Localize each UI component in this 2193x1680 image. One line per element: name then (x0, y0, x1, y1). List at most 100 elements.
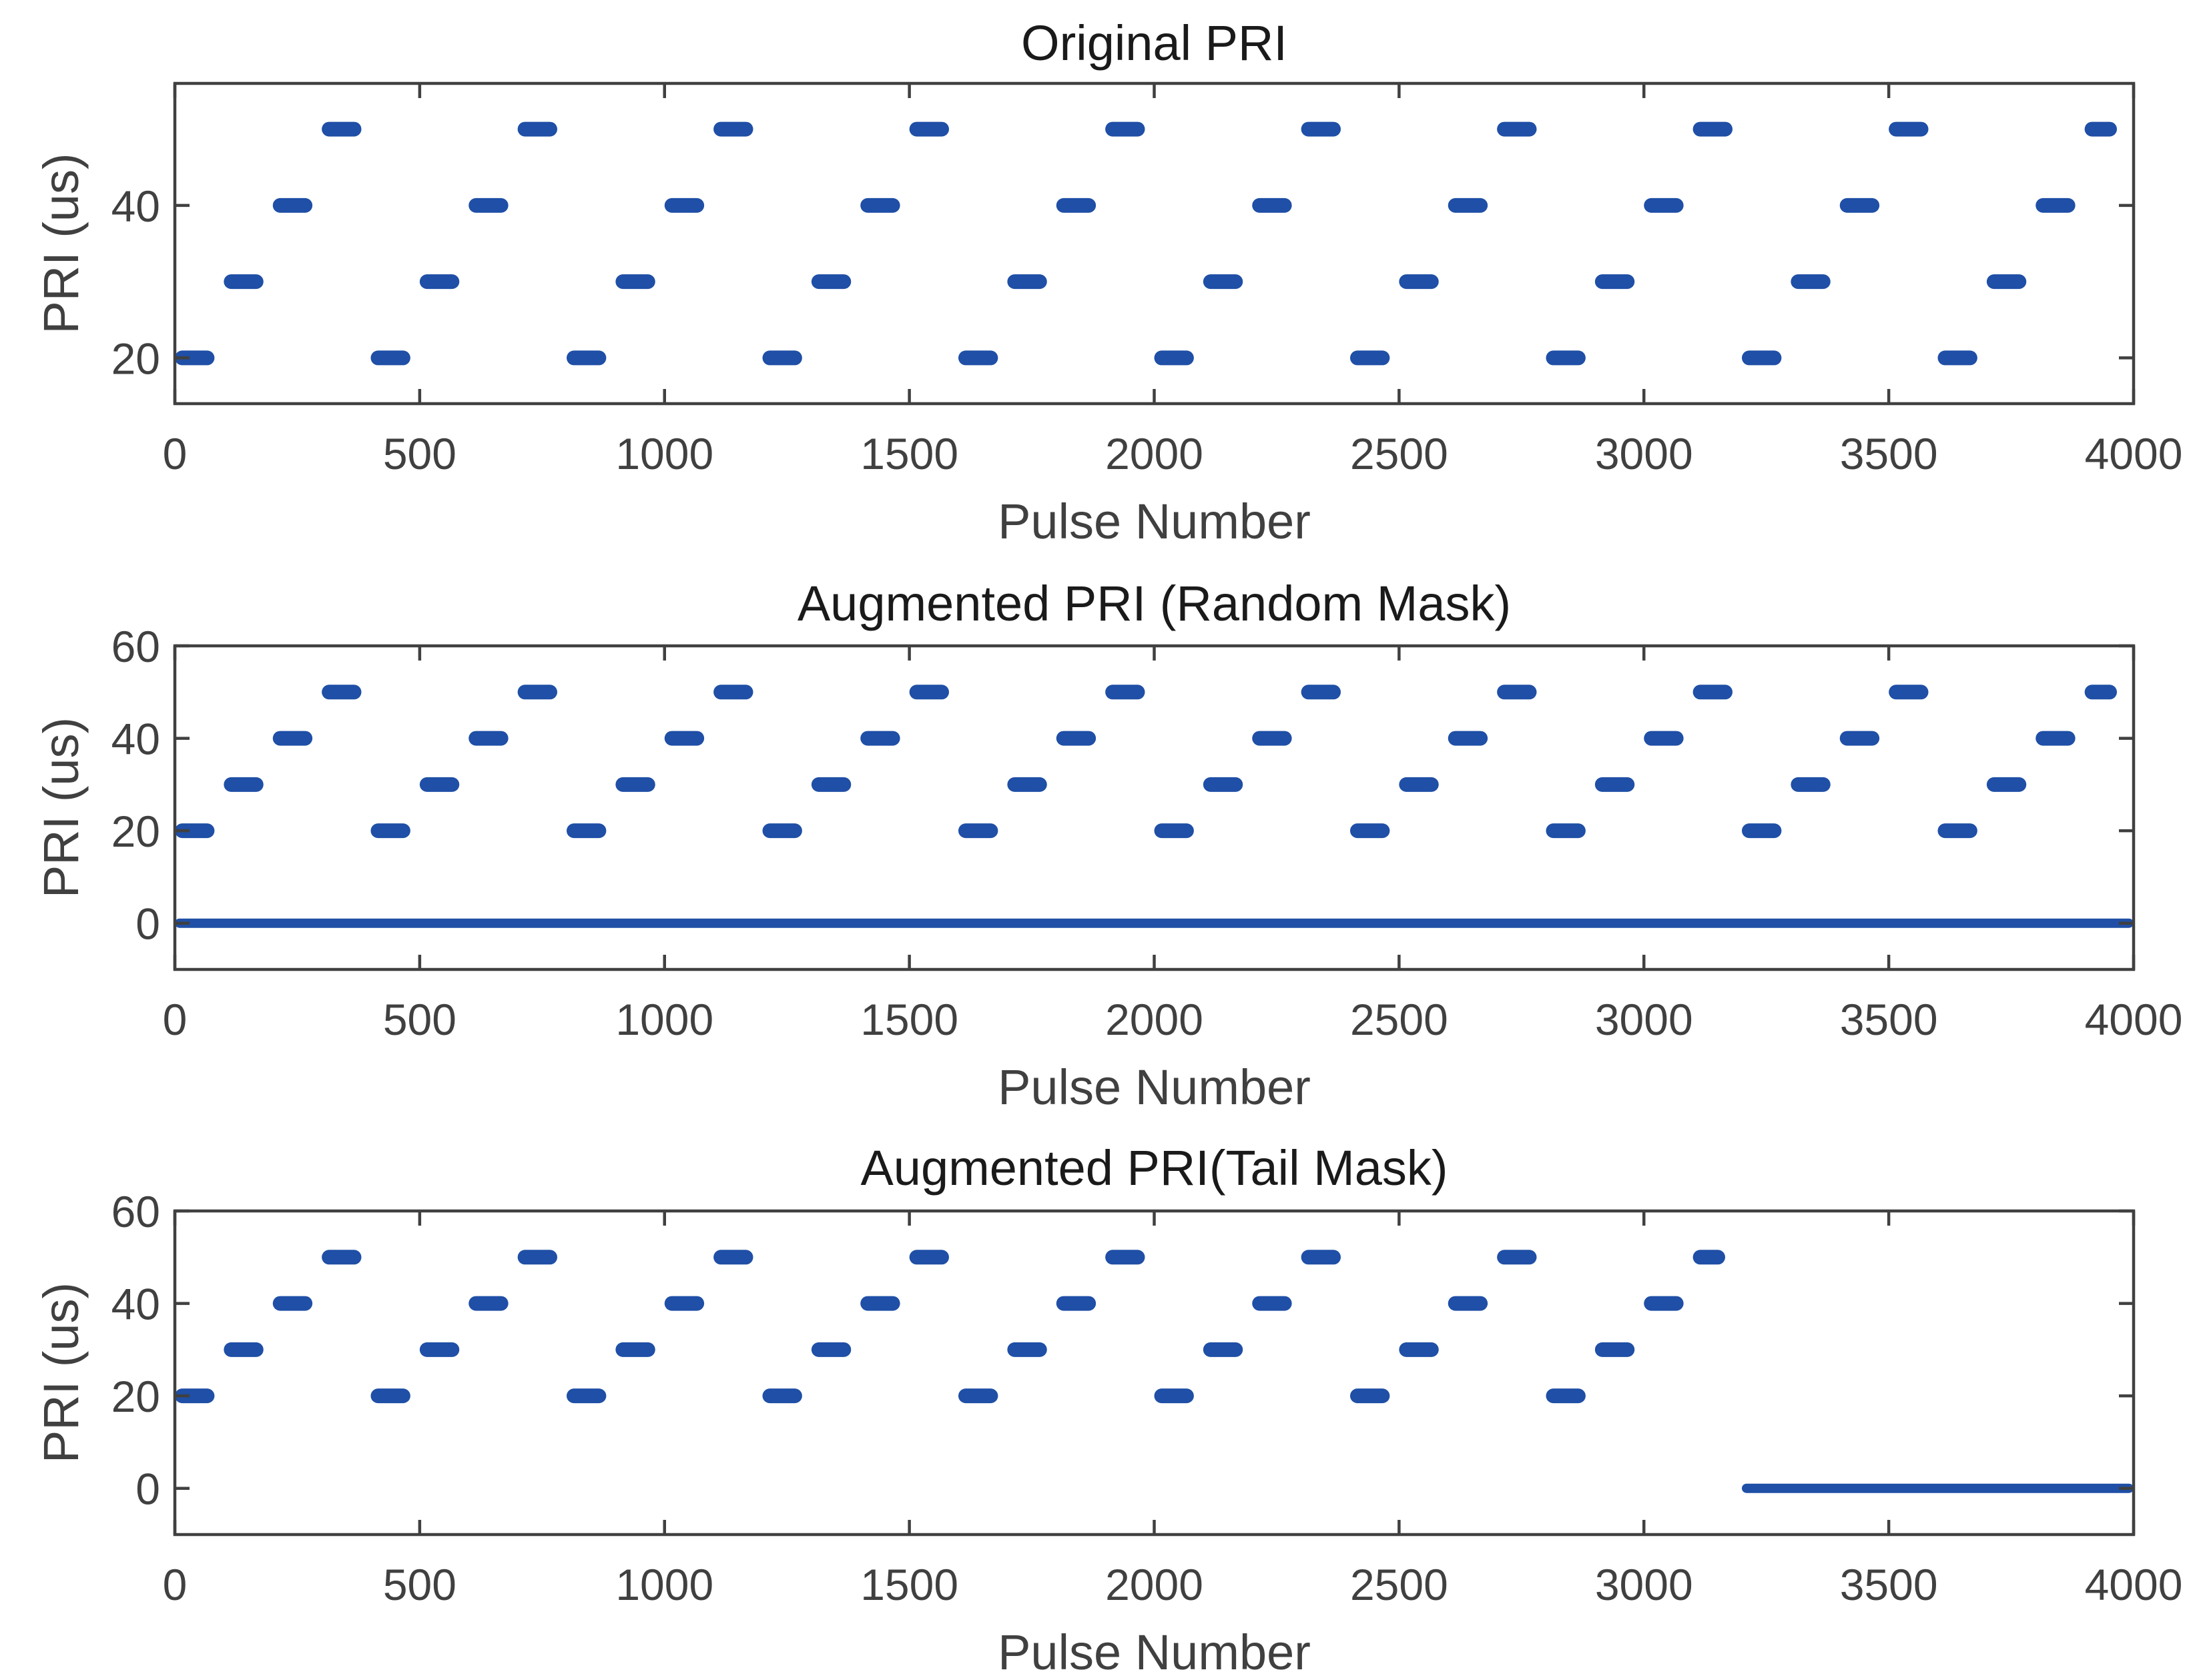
data-segment (762, 350, 802, 366)
data-segment (1154, 823, 1194, 839)
x-tick-label: 1000 (615, 995, 713, 1044)
data-segment (811, 1342, 852, 1357)
x-axis-label: Pulse Number (998, 494, 1311, 549)
data-segment (2035, 197, 2076, 213)
data-segment (1791, 274, 1831, 290)
x-tick-label: 4000 (2085, 429, 2183, 478)
x-tick-label: 1000 (615, 1560, 713, 1609)
x-tick-label: 2500 (1350, 995, 1448, 1044)
data-segment (1546, 1388, 1586, 1404)
x-tick-label: 0 (163, 1560, 188, 1609)
x-tick-label: 0 (163, 995, 188, 1044)
x-axis-label: Pulse Number (998, 1060, 1311, 1115)
data-segment (1252, 731, 1292, 746)
data-segment (1546, 350, 1586, 366)
data-segment (2035, 731, 2076, 746)
data-segment (419, 274, 460, 290)
x-tick-label: 3000 (1595, 1560, 1693, 1609)
data-segment (517, 685, 558, 700)
data-segment (322, 685, 362, 700)
data-segment (1203, 777, 1243, 792)
data-segment (1594, 274, 1635, 290)
data-segment (1154, 1388, 1194, 1404)
data-segment (272, 1296, 313, 1311)
data-segment (1056, 1296, 1096, 1311)
data-segment (1742, 350, 1782, 366)
data-segment (567, 823, 607, 839)
data-segment (1742, 823, 1782, 839)
data-segment (713, 1250, 753, 1265)
x-tick-label: 0 (163, 429, 188, 478)
data-segment (1105, 685, 1145, 700)
data-segment (1692, 685, 1733, 700)
chart-panel-random-mask: Augmented PRI (Random Mask) PRI (us) Pul… (33, 576, 2182, 1115)
x-tick-label: 3000 (1595, 429, 1693, 478)
data-segment (1937, 350, 1977, 366)
x-tick-label: 4000 (2085, 1560, 2183, 1609)
x-tick-label: 2000 (1105, 429, 1203, 478)
x-tick-label: 1500 (860, 995, 958, 1044)
data-segment (1007, 274, 1047, 290)
data-segment (811, 777, 852, 792)
data-segment (664, 731, 705, 746)
data-segment (713, 685, 753, 700)
data-segment (762, 823, 802, 839)
data-segment (1056, 197, 1096, 213)
data-segment (1889, 685, 1929, 700)
y-tick-label: 40 (111, 1280, 160, 1329)
data-segment (175, 350, 215, 366)
data-segment (1791, 777, 1831, 792)
data-segment (1399, 274, 1439, 290)
data-segment (322, 1250, 362, 1265)
x-tick-label: 3000 (1595, 995, 1693, 1044)
data-segment (762, 1388, 802, 1404)
data-segment (1203, 274, 1243, 290)
y-tick-label: 60 (111, 1187, 160, 1236)
data-segment (1301, 685, 1341, 700)
data-segment (272, 197, 313, 213)
data-segment (1154, 350, 1194, 366)
data-segment (1644, 197, 1684, 213)
chart-panel-tail-mask: Augmented PRI(Tail Mask) PRI (us) Pulse … (33, 1140, 2182, 1680)
data-segment (468, 1296, 509, 1311)
data-segment (1839, 197, 1880, 213)
x-tick-label: 1500 (860, 1560, 958, 1609)
chart-title: Augmented PRI(Tail Mask) (860, 1140, 1448, 1196)
data-segment (1692, 121, 1733, 137)
x-tick-label: 2000 (1105, 995, 1203, 1044)
data-segment (1252, 1296, 1292, 1311)
data-markers (175, 1250, 2134, 1493)
data-segment (2084, 121, 2117, 137)
data-segment (468, 731, 509, 746)
data-segment (1839, 731, 1880, 746)
x-tick-label: 3500 (1840, 429, 1938, 478)
masked-segment (175, 918, 2134, 928)
data-segment (958, 823, 998, 839)
x-tick-label: 500 (383, 1560, 456, 1609)
data-segment (224, 274, 264, 290)
data-segment (1644, 731, 1684, 746)
data-segment (370, 350, 410, 366)
y-tick-label: 60 (111, 622, 160, 671)
data-segment (419, 1342, 460, 1357)
data-segment (1007, 777, 1047, 792)
data-segment (272, 731, 313, 746)
x-tick-label: 3500 (1840, 995, 1938, 1044)
data-segment (1986, 274, 2027, 290)
data-segment (811, 274, 852, 290)
data-segment (1350, 350, 1390, 366)
x-tick-label: 1000 (615, 429, 713, 478)
x-tick-label: 1500 (860, 429, 958, 478)
data-segment (1546, 823, 1586, 839)
data-segment (1301, 1250, 1341, 1265)
data-segment (1986, 777, 2027, 792)
data-markers (175, 685, 2134, 928)
x-axis-label: Pulse Number (998, 1625, 1311, 1680)
data-segment (615, 1342, 655, 1357)
data-segment (860, 731, 900, 746)
data-segment (1497, 685, 1537, 700)
data-segment (1301, 121, 1341, 137)
data-segment (1594, 1342, 1635, 1357)
data-segment (1105, 1250, 1145, 1265)
